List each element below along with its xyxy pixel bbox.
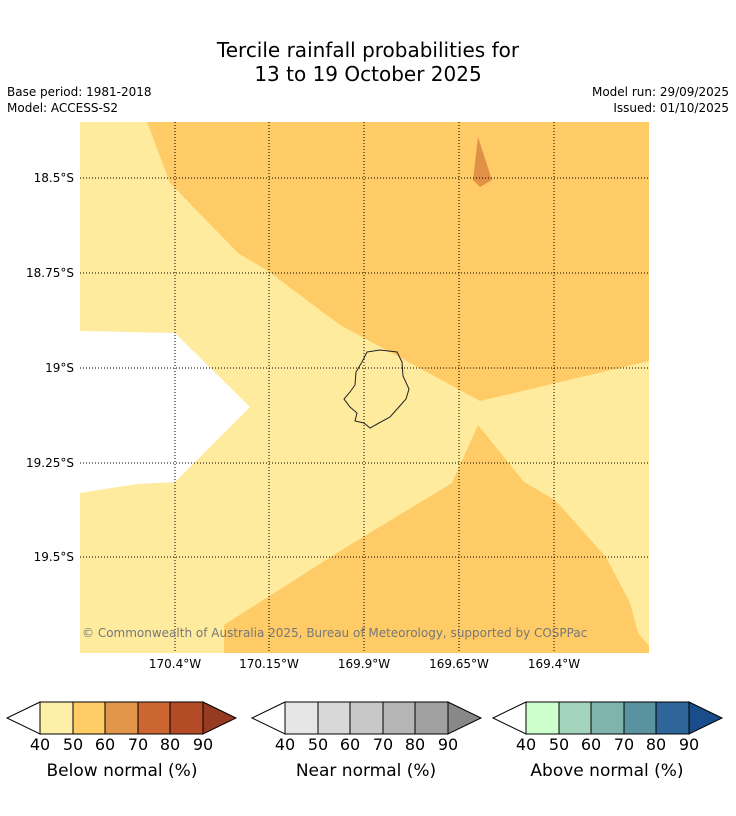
lon-label-169-4: 169.4°W [527,657,581,671]
legend-below-tick: 50 [62,735,84,754]
title-line-1: Tercile rainfall probabilities for [216,38,520,62]
legend-near-tick: 80 [404,735,426,754]
region-no-signal [80,331,250,493]
legend-above-title: Above normal (%) [530,761,684,781]
legend-below-title: Below normal (%) [46,761,198,781]
lat-label-18-75: 18.75°S [26,266,74,280]
legend-above [491,701,724,735]
legend-below-tick: 60 [94,735,116,754]
legend-above-tick: 90 [678,735,700,754]
model-run: Model run: 29/09/2025 [591,85,729,99]
lat-label-19: 19°S [45,361,74,375]
legend-above-tick: 50 [548,735,570,754]
lat-label-18-5: 18.5°S [33,171,74,185]
legend-near-tick: 70 [372,735,394,754]
model-name: Model: ACCESS-S2 [7,101,119,115]
legend-below-tick: 90 [192,735,214,754]
probability-map [80,122,649,653]
lon-label-169-9: 169.9°W [337,657,391,671]
legend-near-tick: 60 [339,735,361,754]
meta-right: Model run: 29/09/2025 Issued: 01/10/2025 [592,84,729,116]
legend-below [5,701,238,735]
copyright-notice: © Commonwealth of Australia 2025, Bureau… [82,626,587,640]
map-title: Tercile rainfall probabilities for 13 to… [0,38,736,86]
legend-near-tick: 90 [437,735,459,754]
title-line-2: 13 to 19 October 2025 [254,62,482,86]
island-outline [343,349,410,429]
lon-label-170-15: 170.15°W [239,657,299,671]
legend-above-tick: 70 [613,735,635,754]
legend-above-tick: 40 [515,735,537,754]
lon-label-170-4: 170.4°W [148,657,202,671]
lat-label-19-25: 19.25°S [26,456,74,470]
gridlines [80,122,649,653]
lon-label-169-65: 169.65°W [429,657,489,671]
region-below-60-70 [473,137,492,187]
region-below-50-60-south [224,425,649,653]
legend-near-tick: 50 [307,735,329,754]
lat-label-19-5: 19.5°S [33,550,74,564]
legend-near-tick: 40 [274,735,296,754]
issued-date: Issued: 01/10/2025 [613,101,729,115]
legend-below-tick: 40 [29,735,51,754]
legend-below-tick: 70 [127,735,149,754]
legend-below-tick: 80 [159,735,181,754]
legend-near-title: Near normal (%) [295,761,437,781]
base-period: Base period: 1981-2018 [7,85,152,99]
legend-near [250,701,483,735]
legend-above-tick: 60 [580,735,602,754]
meta-left: Base period: 1981-2018 Model: ACCESS-S2 [7,84,152,116]
region-below-50-60-north [147,122,649,401]
legend-above-tick: 80 [645,735,667,754]
